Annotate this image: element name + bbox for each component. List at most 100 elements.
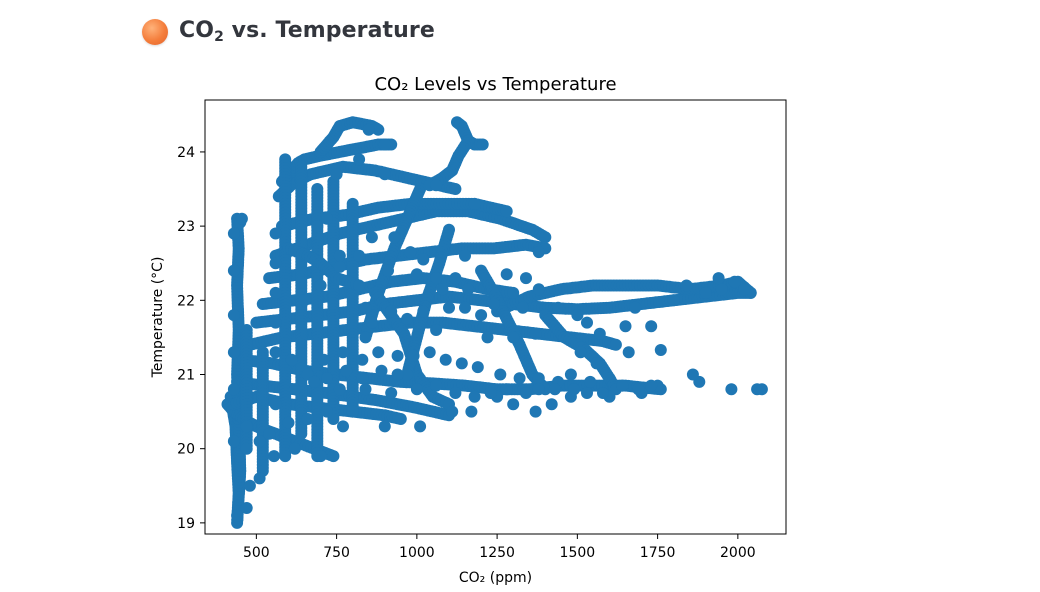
data-point — [269, 398, 282, 411]
data-point — [327, 450, 340, 463]
data-point — [391, 368, 404, 381]
data-point — [529, 405, 542, 418]
data-point — [520, 387, 532, 399]
x-axis: 500 750 1000 1250 1500 1750 2000 — [243, 534, 756, 561]
data-point — [410, 383, 423, 396]
data-point — [375, 364, 388, 377]
y-tick-label: 22 — [177, 293, 195, 309]
data-point — [619, 320, 632, 333]
data-point — [288, 383, 301, 396]
data-point — [353, 279, 366, 292]
x-tick-label: 1250 — [479, 545, 515, 561]
data-point — [378, 138, 391, 151]
data-point — [545, 398, 558, 411]
data-point — [382, 264, 394, 277]
data-point — [372, 346, 385, 359]
data-point — [240, 502, 253, 514]
data-point — [333, 383, 346, 396]
data-point — [645, 320, 658, 333]
data-point — [584, 375, 597, 388]
data-point — [365, 316, 378, 329]
data-point — [430, 272, 443, 285]
data-point — [571, 309, 584, 322]
data-point — [616, 379, 629, 392]
chart-title: CO₂ Levels vs Temperature — [374, 74, 616, 95]
data-point — [715, 283, 728, 296]
data-point — [378, 168, 391, 181]
data-point — [629, 301, 642, 314]
data-point — [243, 479, 256, 492]
data-point — [282, 416, 295, 429]
data-point — [359, 301, 372, 314]
data-point — [240, 420, 253, 433]
data-point — [227, 383, 240, 396]
data-point — [227, 346, 240, 359]
data-point — [654, 344, 667, 356]
data-point — [532, 372, 545, 385]
section-title: CO2 vs. Temperature — [179, 18, 435, 45]
orange-dot-icon — [142, 18, 168, 45]
data-point — [590, 357, 603, 370]
y-tick-label: 23 — [177, 219, 195, 235]
data-point — [728, 275, 741, 288]
data-point — [459, 301, 471, 314]
data-point — [532, 283, 545, 296]
x-tick-label: 2000 — [720, 545, 756, 561]
data-point — [500, 205, 513, 218]
data-point — [468, 390, 481, 403]
y-tick-label: 20 — [177, 442, 195, 458]
data-point — [337, 346, 349, 359]
data-point — [738, 283, 751, 296]
data-point — [269, 316, 282, 329]
data-point — [439, 353, 452, 366]
data-point — [516, 301, 529, 314]
data-point — [449, 272, 462, 285]
data-point — [484, 387, 497, 399]
data-point — [263, 427, 276, 440]
data-point — [507, 398, 520, 411]
data-point — [410, 268, 423, 281]
data-point — [385, 387, 398, 399]
data-point — [269, 227, 282, 240]
data-point — [227, 264, 240, 277]
data-point — [227, 309, 240, 322]
data-point — [372, 123, 385, 136]
data-point — [574, 346, 587, 359]
data-point — [321, 212, 333, 225]
data-point — [353, 153, 366, 166]
section-header: CO2 vs. Temperature — [142, 18, 435, 45]
data-point — [362, 123, 375, 136]
data-point — [317, 353, 330, 366]
data-point — [404, 246, 417, 259]
data-point — [455, 357, 468, 370]
data-point — [481, 331, 494, 344]
data-point — [430, 179, 443, 192]
data-point — [609, 338, 622, 351]
data-point — [513, 372, 526, 385]
data-point — [645, 379, 658, 392]
data-point — [449, 183, 462, 195]
data-point — [471, 361, 484, 374]
data-point — [430, 324, 443, 336]
y-tick-label: 24 — [177, 145, 195, 161]
data-point — [359, 383, 372, 396]
data-point — [622, 346, 635, 359]
data-point — [449, 387, 462, 399]
data-point — [378, 420, 391, 433]
data-point — [446, 405, 459, 418]
data-point — [564, 368, 577, 381]
data-point — [632, 383, 645, 396]
data-point — [487, 298, 500, 310]
data-point — [539, 231, 552, 244]
data-point — [235, 212, 248, 225]
data-point — [686, 368, 699, 381]
data-point — [269, 286, 282, 299]
data-point — [394, 413, 407, 425]
y-tick-label: 19 — [177, 516, 195, 532]
data-point — [269, 257, 282, 270]
data-point — [667, 294, 680, 307]
data-point — [391, 349, 404, 362]
data-point — [298, 294, 311, 307]
data-point — [231, 509, 244, 522]
